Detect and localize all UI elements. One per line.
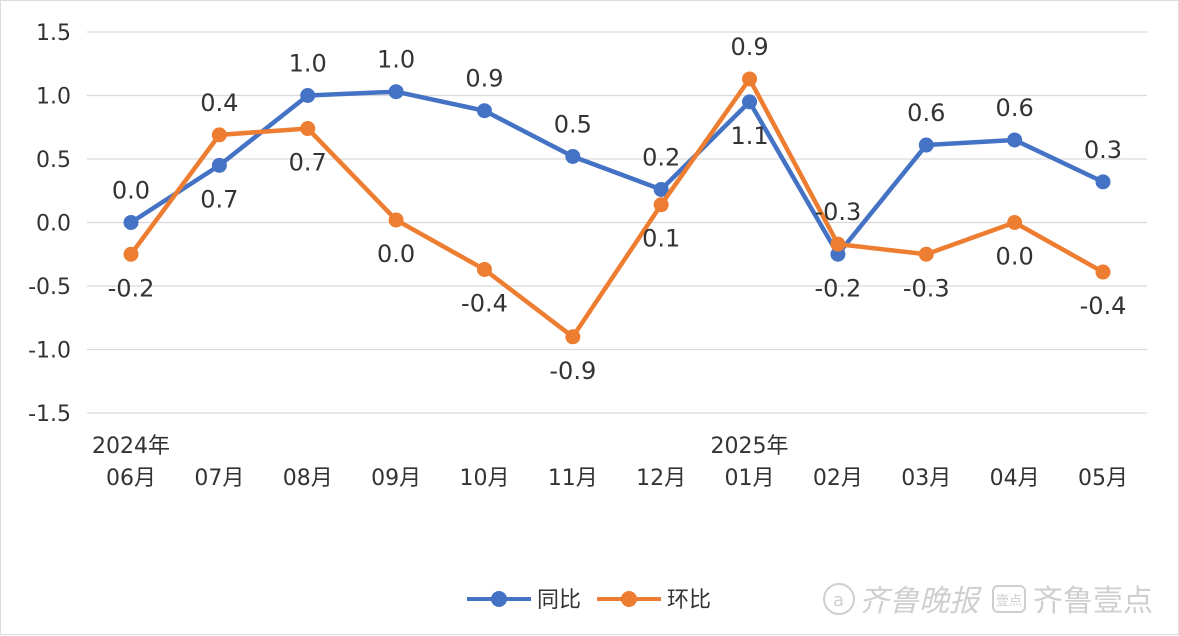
data-point-mom: [565, 329, 581, 345]
data-label-yoy: 0.9: [465, 65, 503, 93]
x-tick-label: 03月: [901, 466, 951, 491]
x-tick-label: 04月: [990, 466, 1040, 491]
data-point-mom: [211, 127, 227, 143]
data-label-yoy: 1.1: [730, 122, 768, 150]
x-tick-label: 10月: [459, 466, 509, 491]
x-tick-label: 01月: [725, 466, 775, 491]
x-tick-label: 11月: [548, 466, 598, 491]
data-point-yoy: [476, 103, 492, 119]
data-point-yoy: [123, 215, 139, 230]
data-label-mom: 0.4: [200, 89, 238, 117]
y-tick-label: -1.5: [28, 402, 71, 427]
x-tick-label: 07月: [194, 466, 244, 491]
y-tick-label: 0.0: [36, 212, 71, 237]
y-tick-label: 1.0: [36, 85, 71, 110]
data-point-yoy: [742, 94, 758, 110]
data-point-yoy: [565, 148, 581, 164]
data-label-mom: -0.4: [1080, 292, 1127, 320]
x-tick-label: 05月: [1078, 466, 1128, 491]
data-point-mom: [742, 71, 758, 87]
data-point-yoy: [300, 88, 316, 103]
data-point-yoy: [1007, 132, 1023, 148]
x-axis: 2024年 06月 07月 08月 09月 10月 11月 12月 2025年 01月 02月 03月…: [92, 434, 1128, 491]
legend-marker-mom: [621, 591, 637, 607]
data-label-mom: 0.0: [377, 240, 415, 268]
series-line-yoy: [128, 89, 1106, 257]
x-tick-label: 12月: [636, 466, 686, 491]
x-tick-year-label: 2025年: [711, 434, 789, 459]
data-point-mom: [476, 261, 492, 277]
data-label-yoy: 0.6: [907, 99, 945, 127]
data-point-mom: [1095, 264, 1111, 280]
data-label-yoy: 1.0: [289, 50, 327, 78]
data-point-mom: [123, 246, 139, 262]
data-label-mom: 0.7: [289, 149, 327, 177]
data-label-mom: -0.3: [903, 274, 950, 302]
data-point-yoy: [653, 181, 669, 197]
watermark-brand: 齐鲁壹点: [1033, 584, 1153, 619]
data-point-mom: [1007, 215, 1023, 230]
y-tick-label: 0.5: [36, 148, 71, 173]
legend-marker-yoy: [491, 591, 507, 607]
data-label-mom: -0.9: [549, 357, 596, 385]
data-label-mom: -0.3: [814, 198, 861, 226]
y-tick-label: 1.5: [36, 21, 71, 46]
data-labels: 0.0 0.7 1.0 1.0 0.9 0.5 0.2 1.1 -0.2 0.6 0.6 0.3 -0.…: [108, 33, 1127, 385]
gridlines: [87, 31, 1147, 414]
data-point-yoy: [388, 84, 404, 100]
data-point-mom: [300, 121, 316, 137]
y-tick-label: -1.0: [28, 339, 71, 364]
data-label-yoy: 0.6: [996, 94, 1034, 122]
watermark-badge: 壹点: [996, 594, 1022, 609]
data-point-yoy: [1095, 174, 1111, 190]
data-point-mom: [653, 197, 669, 213]
data-point-mom: [388, 212, 404, 228]
data-label-yoy: 0.3: [1084, 136, 1122, 164]
data-label-mom: -0.2: [108, 274, 155, 302]
data-label-mom: 0.0: [996, 243, 1034, 271]
series-line-mom: [128, 76, 1106, 340]
x-tick-label: 02月: [813, 466, 863, 491]
watermark: a 齐鲁晚报 壹点 齐鲁壹点: [823, 583, 1153, 619]
series-lines: [123, 71, 1111, 345]
data-label-yoy: 1.0: [377, 46, 415, 74]
watermark-newspaper-name: 齐鲁晚报: [859, 584, 982, 619]
watermark-badge-box: [992, 585, 1026, 613]
data-label-yoy: 0.7: [200, 185, 238, 213]
watermark-at-icon: [823, 583, 855, 615]
x-tick-label: 08月: [283, 466, 333, 491]
legend-label-mom: 环比: [667, 588, 711, 613]
data-point-mom: [830, 236, 846, 252]
data-point-yoy: [918, 137, 934, 153]
y-axis: 1.5 1.0 0.5 0.0 -0.5 -1.0 -1.5: [28, 21, 71, 427]
data-point-mom: [918, 246, 934, 262]
data-label-yoy: 0.5: [554, 110, 592, 138]
x-tick-year-label: 2024年: [92, 434, 170, 459]
data-label-yoy: 0.0: [112, 177, 150, 205]
data-point-yoy: [211, 157, 227, 173]
x-tick-label: 09月: [371, 466, 421, 491]
svg-text:a: a: [833, 590, 844, 611]
data-label-mom: 0.9: [730, 33, 768, 61]
data-label-yoy: -0.2: [814, 274, 861, 302]
data-label-mom: 0.1: [642, 225, 680, 253]
legend: 同比 环比: [467, 588, 711, 613]
y-tick-label: -0.5: [28, 275, 71, 300]
data-label-mom: -0.4: [461, 289, 508, 317]
legend-label-yoy: 同比: [537, 588, 581, 613]
data-label-yoy: 0.2: [642, 143, 680, 171]
x-tick-label: 06月: [106, 466, 156, 491]
